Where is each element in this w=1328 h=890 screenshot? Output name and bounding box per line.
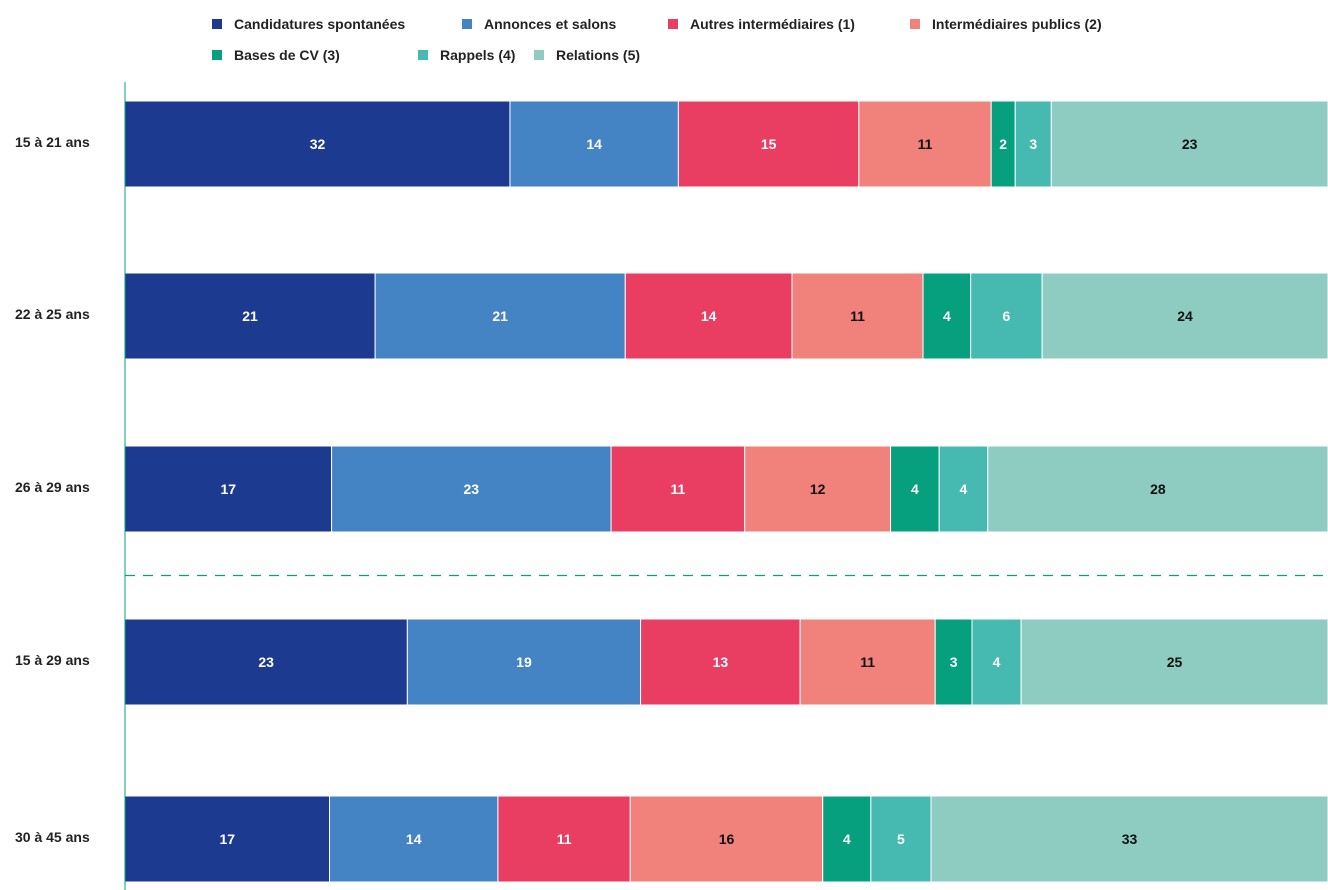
bar-value-label: 11: [918, 136, 933, 152]
bar-22-a-25-ans-intermediaires-publics-2: [791, 272, 924, 360]
legend-swatch-bases-de-cv-3: [212, 50, 222, 60]
bar-22-a-25-ans-autres-intermediaires-1: [624, 272, 793, 360]
bar-value-label: 28: [1150, 481, 1166, 497]
bar-value-label: 11: [850, 308, 865, 324]
bar-value-label: 2: [999, 136, 1007, 152]
bar-value-label: 14: [586, 136, 602, 152]
legend-swatch-autres-intermediaires-1: [668, 19, 678, 29]
bar-value-label: 24: [1177, 308, 1193, 324]
bar-15-a-21-ans-relations-5: [1050, 100, 1328, 188]
bar-value-label: 23: [464, 481, 480, 497]
bar-value-label: 23: [1182, 136, 1198, 152]
legend-label-bases-de-cv-3: Bases de CV (3): [234, 47, 340, 63]
bar-30-a-45-ans-rappels-4: [870, 795, 932, 883]
bar-22-a-25-ans-relations-5: [1041, 272, 1328, 360]
legend-swatch-candidatures-spontanees: [212, 19, 222, 29]
bar-value-label: 14: [406, 831, 422, 847]
bar-value-label: 4: [993, 654, 1001, 670]
bar-value-label: 4: [943, 308, 951, 324]
category-label-15-a-29-ans: 15 à 29 ans: [15, 652, 90, 668]
bar-value-label: 17: [220, 481, 236, 497]
bar-15-a-29-ans-intermediaires-publics-2: [799, 618, 936, 706]
bar-15-a-21-ans-autres-intermediaires-1: [677, 100, 860, 188]
bar-value-label: 5: [897, 831, 905, 847]
bar-15-a-21-ans-bases-de-cv-3: [990, 100, 1016, 188]
bar-value-label: 23: [258, 654, 274, 670]
legend-label-rappels-4: Rappels (4): [440, 47, 515, 63]
bar-value-label: 4: [911, 481, 919, 497]
bar-value-label: 11: [670, 481, 685, 497]
category-label-15-a-21-ans: 15 à 21 ans: [15, 134, 90, 150]
bar-value-label: 14: [701, 308, 717, 324]
bar-26-a-29-ans-bases-de-cv-3: [890, 445, 940, 533]
category-labels: 15 à 21 ans 22 à 25 ans 26 à 29 ans 15 à 29…: [15, 134, 90, 845]
bar-26-a-29-ans-autres-intermediaires-1: [610, 445, 746, 533]
bar-26-a-29-ans-rappels-4: [938, 445, 989, 533]
legend-swatch-intermediaires-publics-2: [910, 19, 920, 29]
bar-value-label: 3: [1029, 136, 1037, 152]
bar-15-a-29-ans-relations-5: [1020, 618, 1328, 706]
legend-swatch-annonces-et-salons: [462, 19, 472, 29]
bar-26-a-29-ans-annonces-et-salons: [331, 445, 612, 533]
bar-value-label: 11: [860, 654, 875, 670]
legend-label-intermediaires-publics-2: Intermédiaires publics (2): [932, 16, 1102, 32]
bar-value-label: 21: [492, 308, 508, 324]
bar-value-label: 17: [219, 831, 235, 847]
bar-15-a-29-ans-rappels-4: [971, 618, 1022, 706]
legend-label-annonces-et-salons: Annonces et salons: [484, 16, 616, 32]
bar-value-label: 12: [810, 481, 826, 497]
legend-label-candidatures-spontanees: Candidatures spontanées: [234, 16, 405, 32]
bar-value-label: 3: [950, 654, 958, 670]
bar-value-label: 25: [1167, 654, 1183, 670]
bar-15-a-29-ans-annonces-et-salons: [406, 618, 642, 706]
legend-label-relations-5: Relations (5): [556, 47, 640, 63]
bar-15-a-21-ans-intermediaires-publics-2: [858, 100, 992, 188]
legend-swatch-relations-5: [534, 50, 544, 60]
category-label-26-a-29-ans: 26 à 29 ans: [15, 479, 90, 495]
category-label-22-a-25-ans: 22 à 25 ans: [15, 306, 90, 322]
bar-value-label: 19: [516, 654, 532, 670]
bar-15-a-21-ans-candidatures-spontanees: [124, 100, 511, 188]
bar-value-label: 4: [960, 481, 968, 497]
bar-26-a-29-ans-intermediaires-publics-2: [744, 445, 892, 533]
legend-swatch-rappels-4: [418, 50, 428, 60]
bar-30-a-45-ans-annonces-et-salons: [329, 795, 499, 883]
bar-30-a-45-ans-autres-intermediaires-1: [497, 795, 631, 883]
bar-value-label: 4: [843, 831, 851, 847]
bar-22-a-25-ans-rappels-4: [970, 272, 1043, 360]
bar-value-label: 32: [310, 136, 326, 152]
legend: Candidatures spontanées Annonces et salon…: [212, 16, 1102, 63]
category-label-30-a-45-ans: 30 à 45 ans: [15, 829, 90, 845]
bar-value-label: 21: [242, 308, 258, 324]
bar-26-a-29-ans-candidatures-spontanees: [124, 445, 333, 533]
bar-value-label: 15: [761, 136, 777, 152]
bar-30-a-45-ans-intermediaires-publics-2: [629, 795, 824, 883]
bar-30-a-45-ans-relations-5: [930, 795, 1328, 883]
bar-15-a-29-ans-candidatures-spontanees: [124, 618, 408, 706]
legend-label-autres-intermediaires-1: Autres intermédiaires (1): [690, 16, 855, 32]
bar-value-label: 13: [713, 654, 729, 670]
bar-22-a-25-ans-candidatures-spontanees: [124, 272, 376, 360]
bar-value-label: 11: [557, 831, 572, 847]
bar-15-a-29-ans-autres-intermediaires-1: [640, 618, 801, 706]
bar-15-a-21-ans-rappels-4: [1014, 100, 1052, 188]
bar-15-a-21-ans-annonces-et-salons: [509, 100, 679, 188]
bar-value-label: 6: [1003, 308, 1011, 324]
bar-22-a-25-ans-bases-de-cv-3: [922, 272, 972, 360]
bar-value-label: 16: [719, 831, 735, 847]
bar-value-label: 33: [1122, 831, 1138, 847]
bar-26-a-29-ans-relations-5: [987, 445, 1328, 533]
